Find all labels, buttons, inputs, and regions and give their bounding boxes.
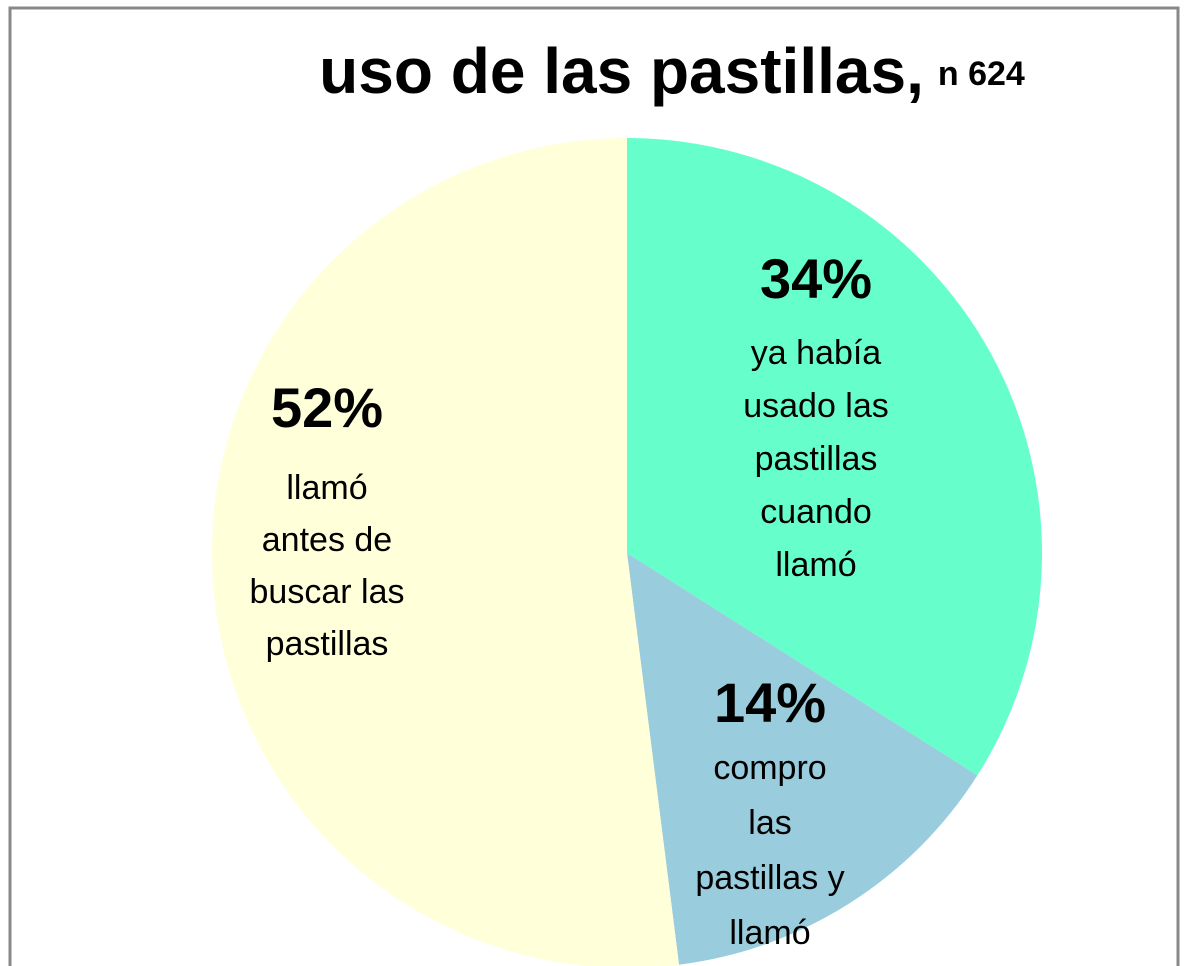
pie (212, 138, 1042, 966)
slice-label: compro (713, 749, 826, 787)
slice-label: buscar las (250, 573, 405, 611)
slice-label: ya había (751, 334, 882, 372)
value-label: 52% (271, 376, 383, 439)
pie-slice (627, 138, 1042, 776)
slice-label: pastillas y (695, 859, 844, 897)
title: uso de las pastillas, (319, 35, 924, 107)
slice-label: llamó (729, 914, 810, 952)
slice-label: las (748, 804, 791, 842)
slice-label: pastillas (266, 625, 389, 663)
slice-label: llamó (775, 546, 856, 584)
chart-title: uso de las pastillas, n 624 (319, 35, 1025, 107)
slice-label: pastillas (755, 440, 878, 478)
slice-label: antes de (262, 521, 392, 559)
pie-slice (212, 138, 680, 966)
slice-label: usado las (743, 387, 889, 425)
pie-slice (627, 553, 978, 965)
slice-label: cuando (760, 493, 872, 531)
value-label: 14% (714, 671, 826, 734)
value-label: 34% (760, 247, 872, 310)
subtitle: n 624 (938, 55, 1025, 93)
frame (8, 6, 1180, 966)
slice-label: llamó (286, 469, 367, 507)
